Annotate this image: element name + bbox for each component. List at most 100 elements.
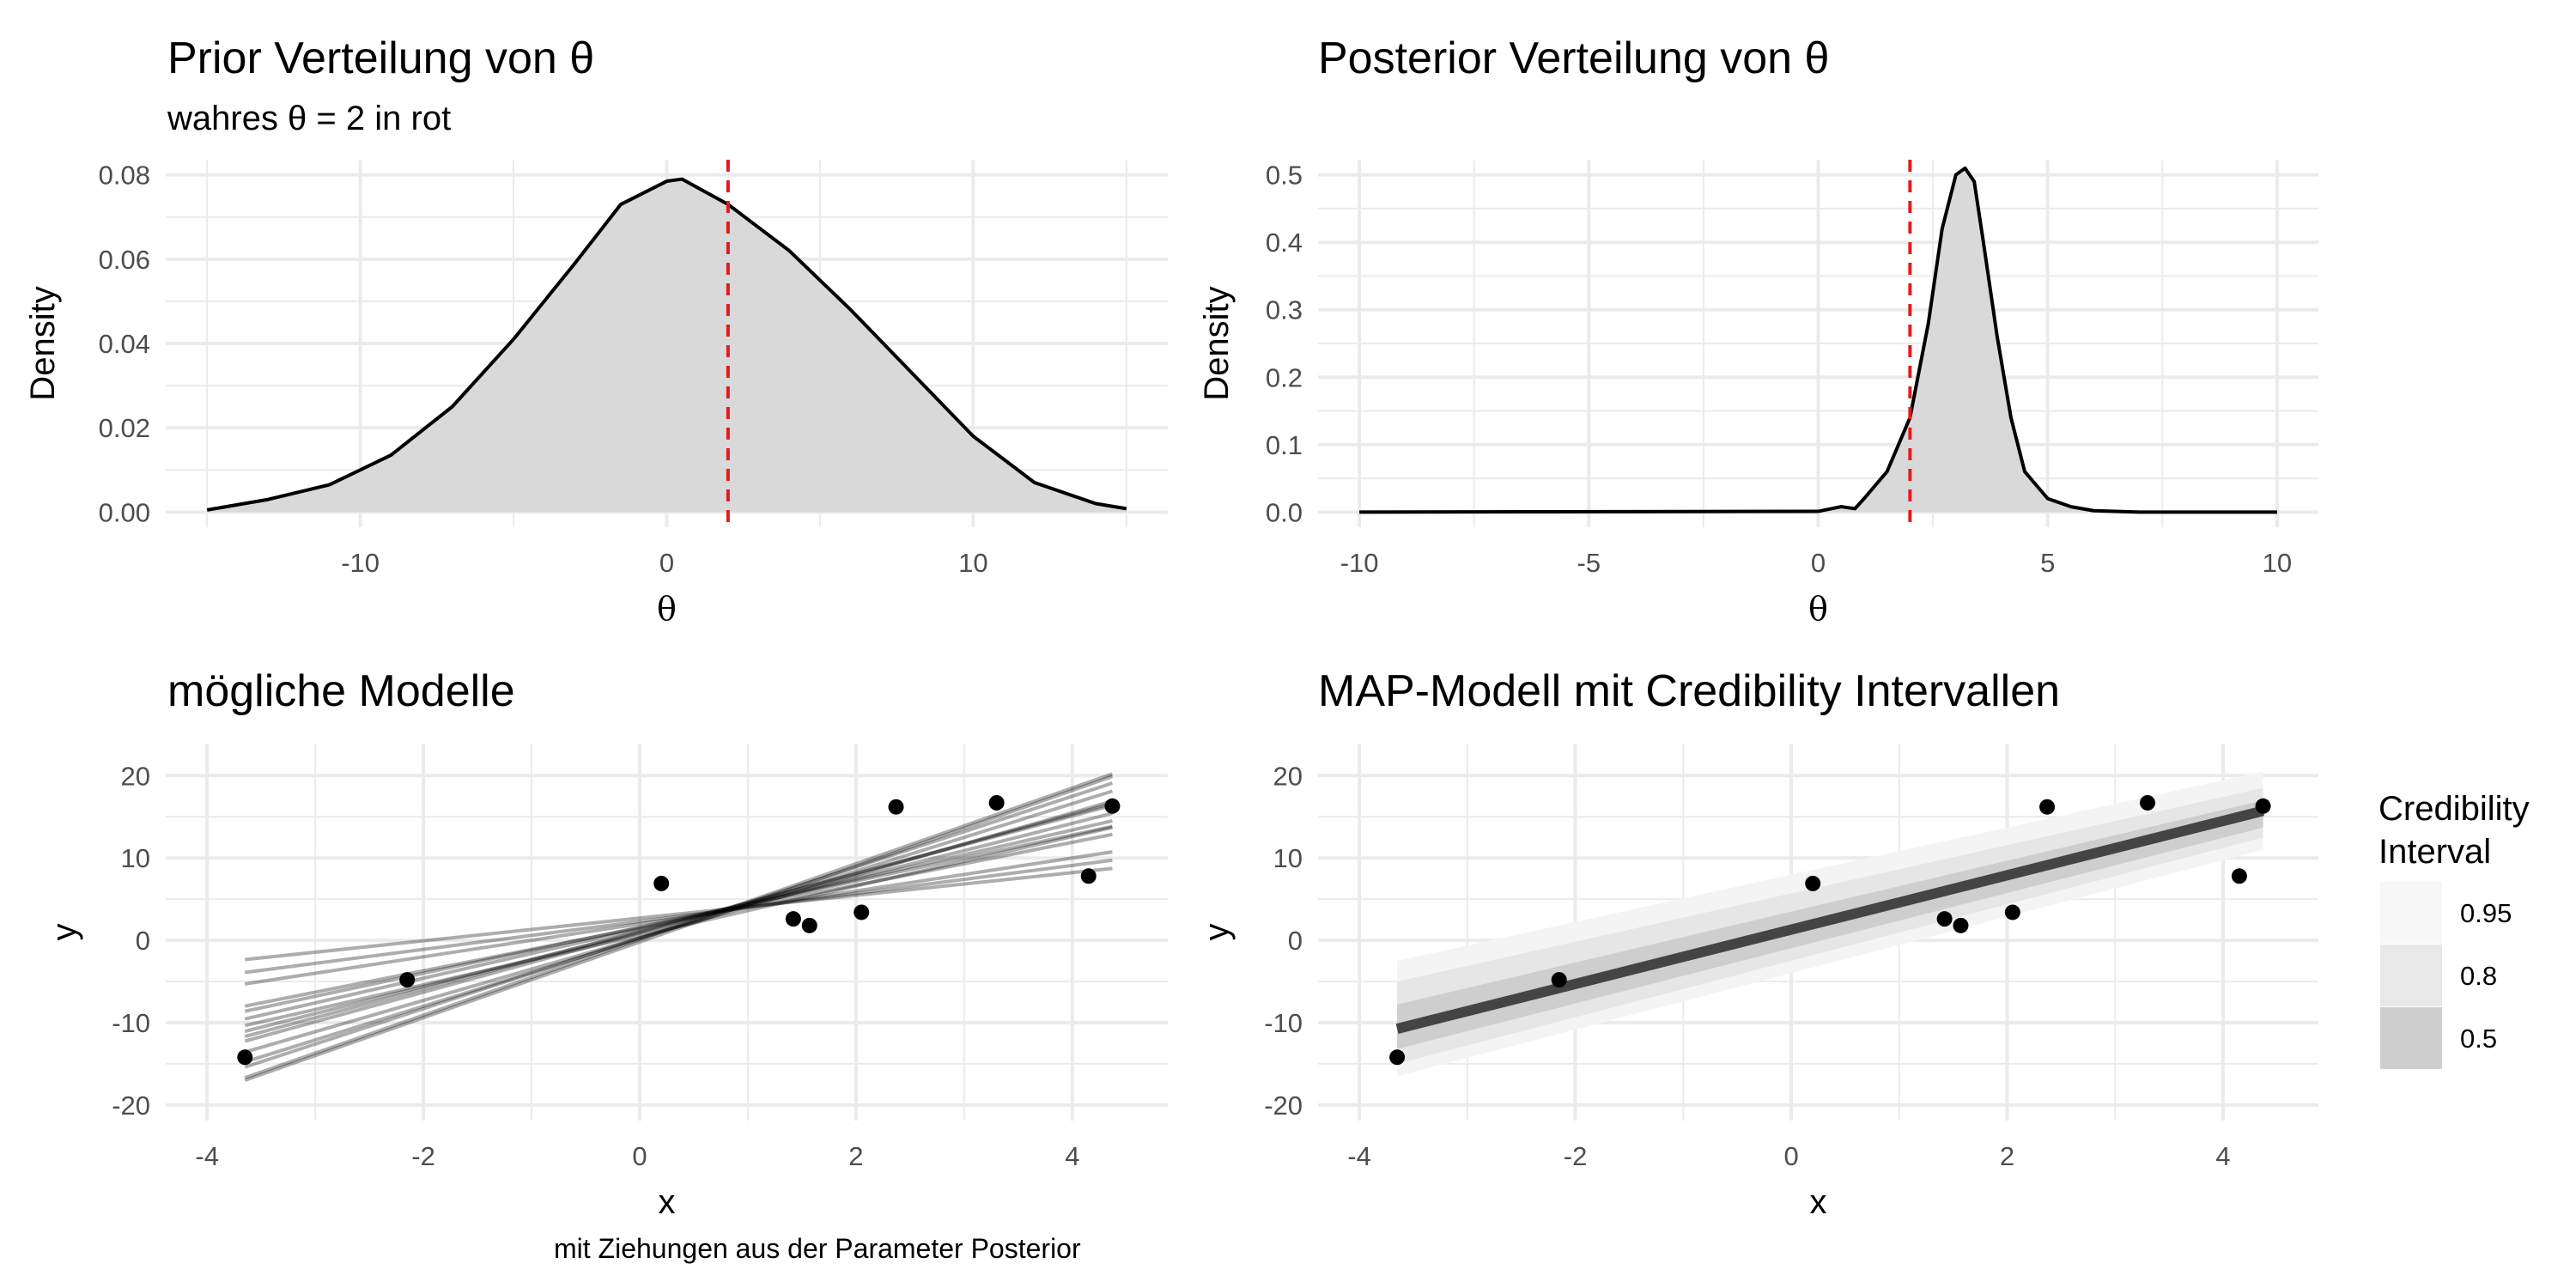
posterior-draw-line (244, 803, 1113, 1038)
y-tick-label: 20 (1273, 761, 1303, 791)
x-tick-label: -4 (195, 1141, 219, 1171)
y-tick-label: 0 (1288, 926, 1303, 956)
posterior-draw-line (244, 775, 1114, 1082)
data-point (1805, 875, 1821, 891)
density-line (1359, 166, 2277, 514)
x-tick-label: 10 (958, 548, 987, 578)
data-point (1389, 1049, 1406, 1066)
x-tick-label: -2 (411, 1141, 435, 1171)
y-axis-label: y (46, 924, 83, 941)
y-tick-label: 0.0 (1266, 497, 1303, 527)
data-point (2004, 904, 2020, 920)
y-tick-label: 0.4 (1266, 228, 1303, 258)
posterior-draw-line (244, 818, 1113, 1021)
x-tick-label: 5 (2040, 548, 2055, 578)
y-axis-label: y (1198, 924, 1236, 941)
data-point (888, 799, 904, 815)
y-tick-label: 0 (136, 926, 150, 956)
data-point (399, 972, 416, 988)
x-tick-label: -2 (1564, 1141, 1588, 1171)
data-point (237, 1049, 253, 1066)
legend: Credibility Interval 0.95 0.8 0.5 (2379, 790, 2530, 1069)
x-tick-label: 2 (848, 1141, 863, 1171)
data-point (653, 875, 670, 891)
y-tick-label: 0.06 (99, 245, 150, 275)
posterior-plot: -10 -5 0 5 10 0.0 0.1 0.2 0.3 0.4 0.5 θ Density (1198, 160, 2318, 628)
legend-label: 0.95 (2460, 898, 2512, 928)
y-tick-label: 0.08 (99, 161, 150, 191)
y-tick-label: 0.5 (1266, 161, 1303, 191)
prior-plot: -10 0 10 0.00 0.02 0.04 0.06 0.08 θ Density (24, 160, 1168, 628)
data-point (2039, 799, 2056, 815)
x-tick-label: 0 (659, 548, 674, 578)
y-tick-label: -20 (112, 1091, 150, 1121)
x-axis-label: θ (657, 590, 677, 628)
legend-key-095 (2380, 882, 2442, 944)
posterior-draw-line (244, 799, 1114, 1054)
x-tick-label: -10 (1340, 548, 1379, 578)
posterior-draw-line (244, 801, 1113, 1043)
y-tick-label: -10 (112, 1008, 150, 1038)
models-caption: mit Ziehungen aus der Parameter Posterio… (554, 1233, 1081, 1264)
legend-title: Credibility (2379, 790, 2530, 828)
y-axis-label: Density (24, 286, 62, 400)
posterior-draw-line (245, 866, 1113, 962)
density-area (207, 179, 1127, 513)
data-point (785, 911, 801, 927)
data-point (1080, 868, 1097, 884)
legend-label: 0.5 (2460, 1024, 2497, 1054)
data-point (1104, 798, 1121, 814)
x-axis-label: x (659, 1183, 676, 1221)
legend-key-08 (2380, 945, 2442, 1006)
data-point (2140, 794, 2156, 811)
y-tick-label: 20 (121, 761, 150, 791)
posterior-draw-line (245, 858, 1113, 975)
x-axis-label: θ (1808, 590, 1828, 628)
x-tick-label: 4 (1065, 1141, 1079, 1171)
x-tick-label: 4 (2215, 1141, 2230, 1171)
data-point (988, 794, 1005, 811)
x-axis-label: x (1810, 1183, 1827, 1221)
y-tick-label: 10 (1273, 843, 1303, 873)
legend-key-05 (2380, 1007, 2442, 1069)
data-point (1953, 917, 1969, 933)
data-point (1936, 911, 1953, 927)
posterior-title: Posterior Verteilung von θ (1318, 33, 1830, 83)
x-tick-label: 0 (1811, 548, 1826, 578)
prior-subtitle: wahres θ = 2 in rot (167, 100, 452, 137)
legend-label: 0.8 (2460, 961, 2497, 991)
y-tick-label: -20 (1264, 1091, 1303, 1121)
posterior-draw-line (244, 824, 1113, 1013)
prior-title: Prior Verteilung von θ (167, 33, 595, 83)
x-tick-label: -4 (1347, 1141, 1371, 1171)
y-tick-label: 10 (121, 843, 150, 873)
data-point (2255, 798, 2271, 814)
posterior-draw-line (244, 850, 1113, 986)
data-point (854, 904, 870, 920)
y-tick-label: 0.04 (99, 329, 150, 359)
y-tick-label: 0.3 (1266, 295, 1303, 325)
y-tick-label: 0.1 (1266, 430, 1303, 460)
posterior-draw-line (244, 781, 1114, 1069)
posterior-draw-line (244, 789, 1114, 1064)
x-tick-label: 2 (2000, 1141, 2014, 1171)
x-tick-label: 10 (2263, 548, 2292, 578)
density-line (206, 177, 1127, 512)
data-point (1551, 972, 1567, 988)
posterior-draw-line (244, 825, 1113, 1028)
y-tick-label: 0.00 (99, 497, 150, 527)
y-axis-label: Density (1198, 286, 1236, 400)
legend-title: Interval (2379, 833, 2491, 871)
x-tick-label: -10 (341, 548, 380, 578)
posterior-draw-line (244, 832, 1113, 1008)
posterior-draw-line (244, 772, 1114, 1080)
models-title: mögliche Modelle (167, 666, 515, 716)
y-tick-label: -10 (1264, 1008, 1303, 1038)
map-line (1395, 805, 2265, 1034)
data-point (2231, 868, 2247, 884)
x-tick-label: 0 (632, 1141, 647, 1171)
map-title: MAP-Modell mit Credibility Intervallen (1318, 666, 2061, 716)
y-tick-label: 0.02 (99, 413, 150, 443)
